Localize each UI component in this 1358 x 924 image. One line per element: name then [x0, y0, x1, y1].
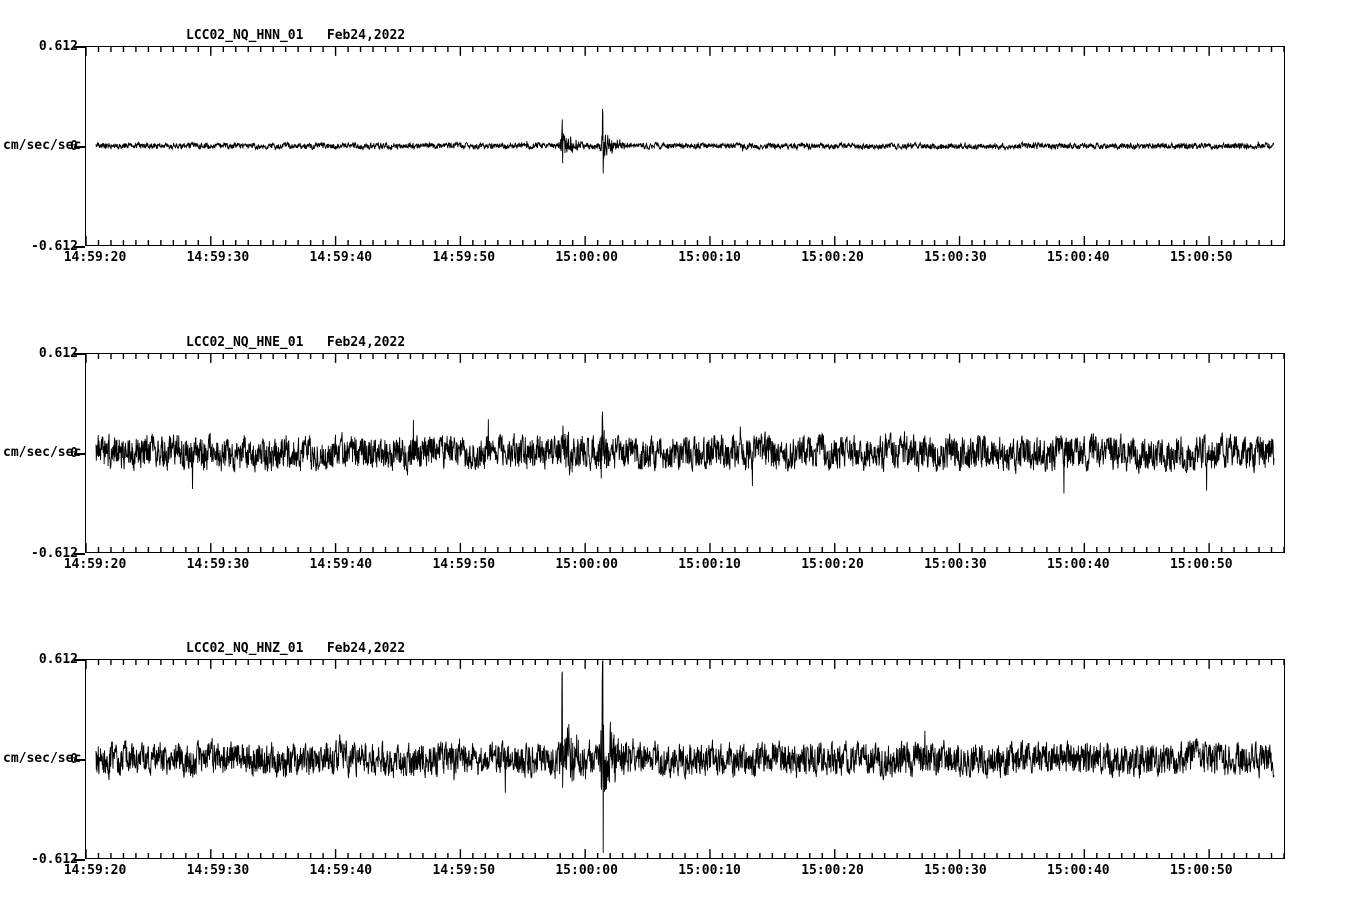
x-tick-label: 15:00:40	[1047, 557, 1110, 572]
panel-title-hne: LCC02_NQ_HNE_01 Feb24,2022	[186, 335, 406, 350]
x-tick-label: 14:59:50	[432, 250, 496, 265]
x-tick-label: 14:59:40	[309, 250, 373, 265]
x-tick-label: 15:00:40	[1047, 863, 1110, 878]
x-tick-label: 14:59:20	[63, 250, 127, 265]
x-tick-label: 14:59:30	[186, 250, 250, 265]
x-tick-label: 15:00:30	[924, 250, 987, 265]
y-tick-bottom-hnn: -0.612	[31, 239, 78, 254]
y-axis-unit-label-hne: cm/sec/sec	[3, 445, 82, 460]
plot-area-hne[interactable]	[85, 353, 1285, 553]
y-tick-mark-top-hnn	[74, 46, 85, 48]
y-tick-top-hnz: 0.612	[38, 652, 78, 667]
x-tick-label: 14:59:40	[309, 863, 373, 878]
x-tick-label: 14:59:20	[63, 863, 127, 878]
y-axis-unit-label-hnn: cm/sec/sec	[3, 138, 82, 153]
x-tick-label: 15:00:10	[678, 250, 741, 265]
y-tick-mark-mid-hnn	[74, 146, 85, 148]
y-tick-mid-hnz: 0	[8, 752, 78, 767]
y-tick-mark-bottom-hnn	[74, 246, 85, 248]
y-tick-mark-bottom-hnz	[74, 859, 85, 861]
x-tick-label: 15:00:20	[801, 250, 864, 265]
panel-title-hnn: LCC02_NQ_HNN_01 Feb24,2022	[186, 28, 406, 43]
y-tick-mark-top-hnz	[74, 659, 85, 661]
y-tick-bottom-hnz: -0.612	[31, 852, 78, 867]
y-tick-mid-hnn: 0	[8, 139, 78, 154]
x-tick-label: 14:59:30	[186, 863, 250, 878]
y-tick-top-hne: 0.612	[38, 346, 78, 361]
x-tick-label: 15:00:40	[1047, 250, 1110, 265]
plot-area-hnn[interactable]	[85, 46, 1285, 246]
x-tick-label: 14:59:30	[186, 557, 250, 572]
x-tick-label: 15:00:10	[678, 557, 741, 572]
x-tick-label: 14:59:20	[63, 557, 127, 572]
x-tick-label: 15:00:00	[555, 863, 618, 878]
x-tick-label: 15:00:20	[801, 863, 864, 878]
x-tick-label: 15:00:50	[1169, 250, 1233, 265]
waveform-trace-hnz	[86, 660, 1284, 858]
y-tick-mid-hne: 0	[8, 446, 78, 461]
x-tick-label: 15:00:30	[924, 863, 987, 878]
y-tick-mark-top-hne	[74, 353, 85, 355]
x-tick-label: 15:00:50	[1169, 863, 1233, 878]
waveform-trace-hnn	[86, 47, 1284, 245]
y-tick-mark-bottom-hne	[74, 553, 85, 555]
y-tick-mark-mid-hne	[74, 453, 85, 455]
x-tick-label: 15:00:30	[924, 557, 987, 572]
plot-area-hnz[interactable]	[85, 659, 1285, 859]
x-tick-label: 14:59:40	[309, 557, 373, 572]
x-tick-label: 15:00:20	[801, 557, 864, 572]
y-tick-top-hnn: 0.612	[38, 39, 78, 54]
y-tick-bottom-hne: -0.612	[31, 546, 78, 561]
y-axis-unit-label-hnz: cm/sec/sec	[3, 751, 82, 766]
x-tick-label: 15:00:50	[1169, 557, 1233, 572]
x-tick-label: 15:00:00	[555, 250, 618, 265]
x-tick-label: 14:59:50	[432, 557, 496, 572]
panel-title-hnz: LCC02_NQ_HNZ_01 Feb24,2022	[186, 641, 406, 656]
x-tick-label: 14:59:50	[432, 863, 496, 878]
x-tick-label: 15:00:00	[555, 557, 618, 572]
y-tick-mark-mid-hnz	[74, 759, 85, 761]
x-tick-label: 15:00:10	[678, 863, 741, 878]
waveform-trace-hne	[86, 354, 1284, 552]
